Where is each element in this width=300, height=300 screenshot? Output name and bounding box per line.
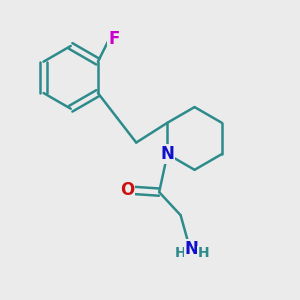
Text: H: H xyxy=(198,246,210,260)
Text: F: F xyxy=(108,29,119,47)
Text: N: N xyxy=(184,240,199,258)
Text: N: N xyxy=(160,145,174,163)
Text: O: O xyxy=(120,182,134,200)
Text: H: H xyxy=(175,246,186,260)
